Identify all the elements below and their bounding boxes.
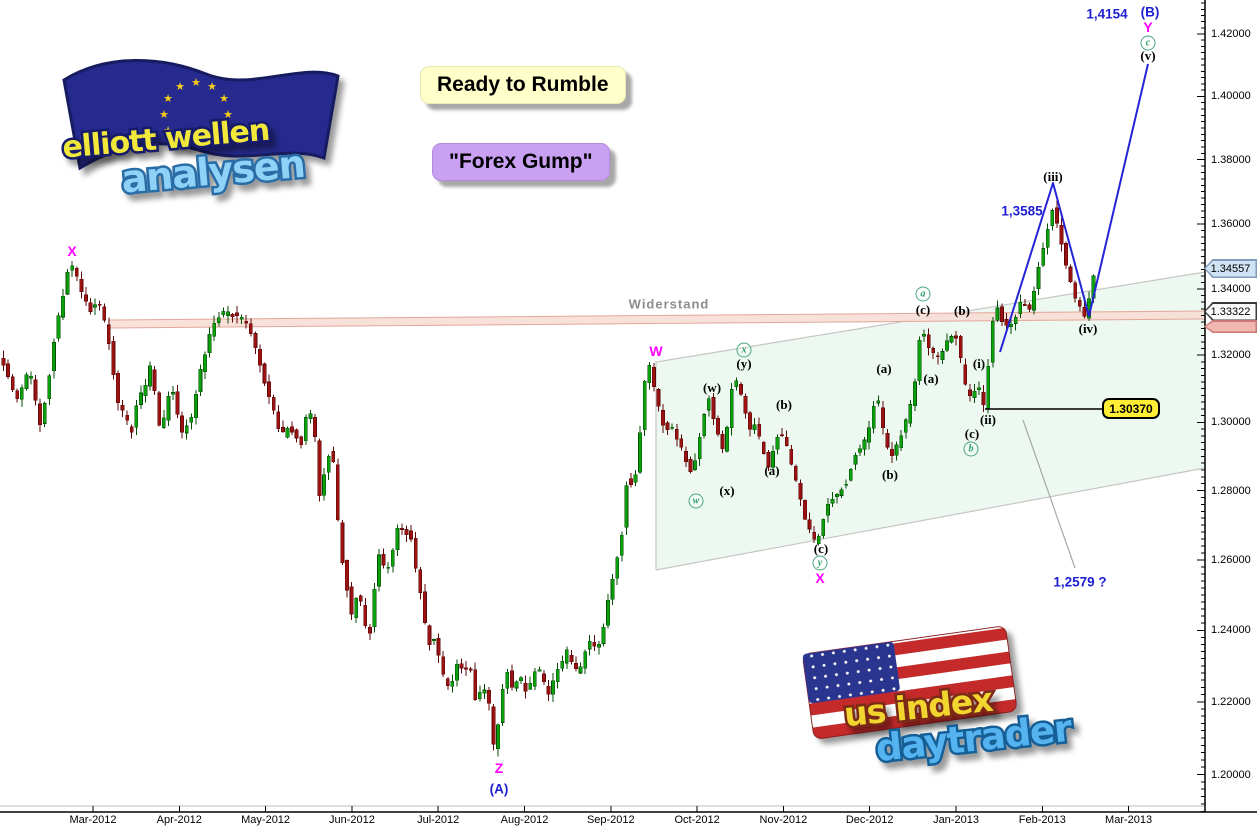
time-axis-label: Aug-2012 — [500, 814, 549, 826]
level-price-tag-value: 1.33322 — [1205, 303, 1256, 320]
svg-text:★: ★ — [219, 125, 229, 137]
target-label: (A) — [489, 781, 509, 797]
wave-count-label: (a) — [923, 371, 939, 386]
wave-count-label: (c) — [964, 426, 980, 441]
us-flag-icon — [802, 626, 1017, 739]
wave-degree-label: a — [915, 286, 931, 302]
svg-text:★: ★ — [219, 93, 229, 105]
svg-text:★: ★ — [207, 81, 217, 93]
wave-count-label: (c) — [915, 302, 931, 317]
price-axis-label: 1.24000 — [1211, 624, 1251, 637]
eu-flag-logo-art: ★ ★★ ★★★ ★★★ ★ elliott wellen analysen — [59, 58, 340, 204]
svg-text:★: ★ — [175, 81, 185, 93]
wave-count-label: (a) — [764, 463, 780, 478]
wave-count-label: (y) — [736, 356, 752, 371]
swing-label: X — [815, 570, 825, 586]
wave-degree-label: w — [688, 493, 704, 509]
time-axis-label: Jan-2013 — [933, 814, 979, 826]
price-axis-label: 1.34000 — [1211, 283, 1251, 296]
us-flag-logo-art: us index daytrader — [802, 626, 1077, 773]
time-axis-label: Feb-2013 — [1018, 814, 1066, 826]
svg-text:★: ★ — [159, 109, 169, 121]
wave-degree-label: x — [736, 342, 752, 358]
swing-label: W — [649, 343, 663, 359]
current-price-tag-value: 1.34557 — [1205, 260, 1256, 277]
price-axis-label: 1.42000 — [1211, 28, 1251, 40]
price-axis-label: 1.20000 — [1211, 768, 1251, 781]
price-axis-label: 1.28000 — [1211, 484, 1251, 497]
wave-count-label: (iv) — [1078, 321, 1098, 336]
wave-degree-label: b — [963, 441, 979, 457]
swing-label: X — [67, 243, 77, 259]
time-axis-label: Dec-2012 — [845, 814, 894, 826]
eu-stars-icon: ★ ★★ ★★★ ★★★ ★ — [159, 77, 233, 149]
partial-price-tag-clipped — [1205, 321, 1256, 332]
target-pointer-line — [1022, 419, 1076, 569]
svg-text:★: ★ — [163, 125, 173, 137]
elliott-wellen-analysen-logo: ★ ★ ★ ★ ★ ★ ★ ★ ★ ★ elliott wellen analysen — [46, 46, 366, 231]
price-axis-label: 1.30000 — [1211, 416, 1251, 429]
time-axis-label: Jul-2012 — [417, 814, 460, 826]
time-axis-label: May-2012 — [241, 814, 291, 826]
wave-count-label: (a) — [876, 361, 892, 376]
wave-count-label: (c) — [813, 541, 829, 556]
svg-text:★: ★ — [207, 137, 217, 149]
time-axis-label: Apr-2012 — [156, 814, 202, 826]
svg-text:★: ★ — [223, 109, 233, 121]
axis-ticks — [92, 2, 1205, 812]
elliott-wave-projection-line — [999, 63, 1149, 353]
banner-forex-gump: "Forex Gump" — [432, 143, 610, 181]
price-axis-label: 1.40000 — [1211, 90, 1251, 103]
wave-count-label: (i) — [972, 356, 986, 371]
us-index-daytrader-logo: us index daytrader — [792, 618, 1112, 788]
wave-count-label: (ii) — [980, 412, 996, 427]
time-axis-label: Jun-2012 — [328, 814, 375, 826]
wave-degree-label: c — [1140, 35, 1156, 51]
wave-count-label: (w) — [702, 380, 722, 395]
banner-ready-to-rumble: Ready to Rumble — [420, 66, 626, 104]
candles — [1, 200, 1096, 757]
level-price-tag: 1.33322 — [1204, 302, 1257, 321]
support-price-tag: 1.30370 — [1102, 398, 1160, 419]
svg-text:★: ★ — [163, 93, 173, 105]
current-price-tag: 1.34557 — [1204, 259, 1257, 278]
wave-count-label: (b) — [954, 303, 970, 318]
target-label: 1,3585 — [1001, 203, 1043, 219]
price-axis-label: 1.32000 — [1211, 349, 1251, 362]
time-axis-label: Mar-2013 — [1105, 814, 1153, 826]
eu-flag-icon — [62, 58, 340, 171]
wave-count-label: (v) — [1140, 48, 1156, 63]
time-axis-label: Oct-2012 — [674, 814, 720, 826]
wave-count-label: (iii) — [1043, 169, 1063, 184]
target-label: (B) — [1140, 4, 1160, 20]
wave-count-label: (b) — [882, 467, 898, 482]
swing-label: Z — [494, 760, 504, 776]
wave-count-label: (x) — [719, 483, 735, 498]
wave-degree-label: y — [812, 555, 828, 571]
resistance-label: Widerstand — [628, 296, 710, 312]
target-label: 1,2579 ? — [1053, 574, 1107, 590]
trend-channel — [656, 272, 1205, 570]
wave-count-label: (b) — [776, 397, 792, 412]
time-axis-label: Nov-2012 — [759, 814, 808, 826]
price-axis-label: 1.22000 — [1211, 695, 1251, 708]
price-axis-label: 1.26000 — [1211, 553, 1251, 566]
partial-price-tag — [1204, 320, 1257, 333]
time-axis-label: Sep-2012 — [586, 814, 635, 826]
price-axis-label: 1.38000 — [1211, 153, 1251, 166]
time-axis-label: Mar-2012 — [69, 814, 117, 826]
price-axis-label: 1.36000 — [1211, 217, 1251, 230]
swing-label: Y — [1143, 19, 1153, 35]
resistance-band — [108, 311, 1205, 328]
svg-text:★: ★ — [191, 77, 201, 89]
target-label: 1,4154 — [1086, 6, 1128, 22]
